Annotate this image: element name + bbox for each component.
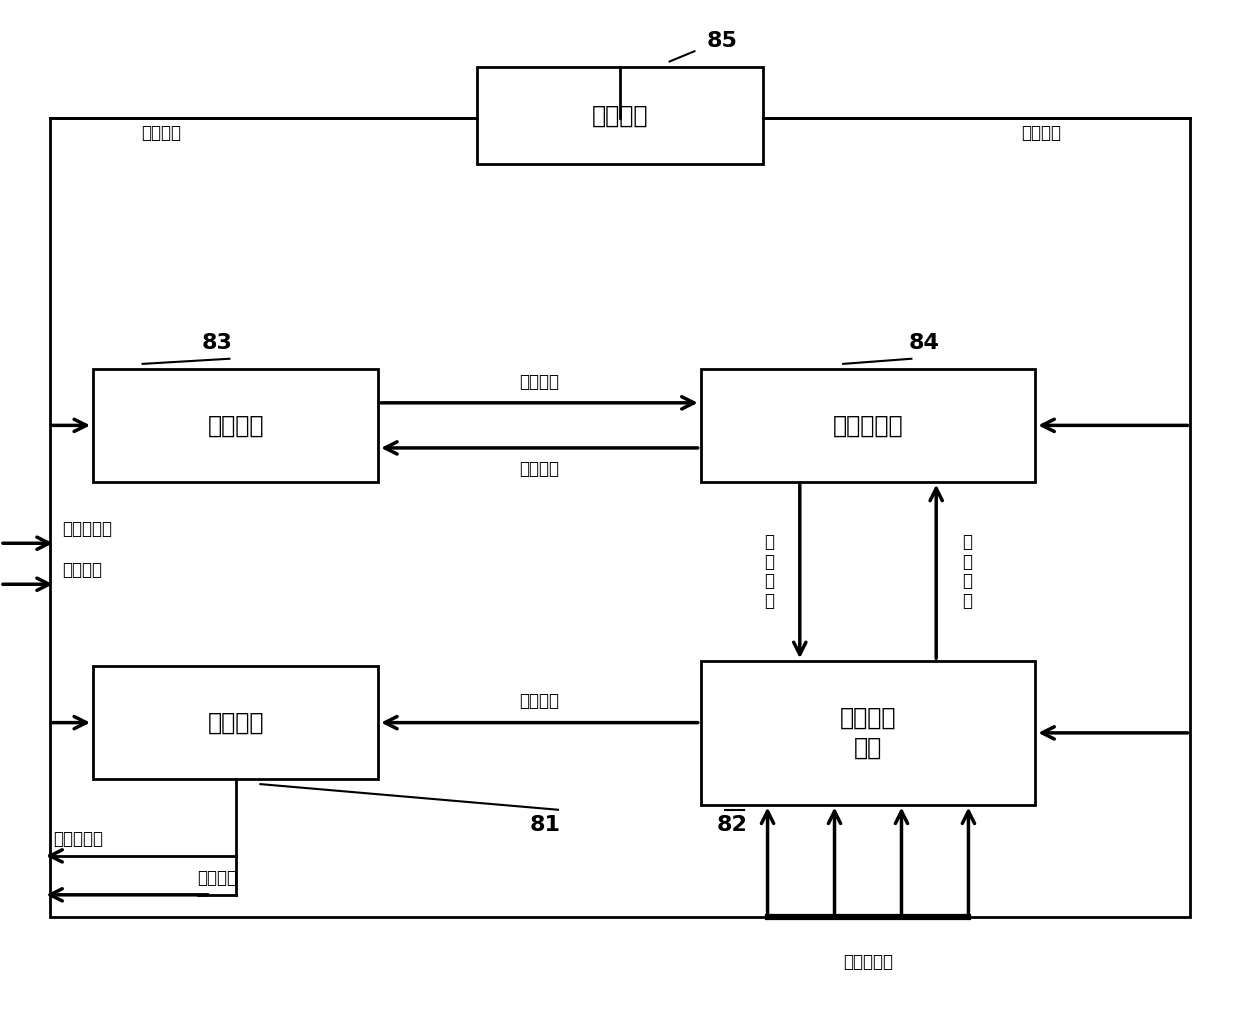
Bar — [93, 369, 378, 482]
Bar — [93, 666, 378, 779]
Text: 输入信息: 输入信息 — [520, 372, 559, 391]
Text: 温度调节器: 温度调节器 — [62, 520, 112, 538]
Text: 处理器模块: 处理器模块 — [833, 413, 903, 438]
Text: 控制信号: 控制信号 — [520, 692, 559, 710]
Text: 电源模块: 电源模块 — [591, 104, 649, 127]
Bar — [701, 661, 1035, 805]
Bar — [477, 67, 763, 164]
Text: 温度调节器: 温度调节器 — [53, 829, 103, 848]
Text: 散热风扇: 散热风扇 — [62, 561, 102, 579]
Bar — [50, 118, 1190, 917]
Text: 85: 85 — [707, 31, 738, 51]
Text: 84: 84 — [909, 333, 939, 354]
Text: 82: 82 — [717, 815, 746, 835]
Text: 界面模块: 界面模块 — [207, 413, 264, 438]
Text: 81: 81 — [531, 815, 560, 835]
Text: 83: 83 — [202, 333, 232, 354]
Text: 散热风扇: 散热风扇 — [197, 868, 237, 887]
Text: 温
控
信
号: 温 控 信 号 — [764, 533, 774, 610]
Text: 温控模块: 温控模块 — [207, 710, 264, 735]
Text: 温度传感器: 温度传感器 — [843, 953, 893, 972]
Text: 温
度
信
息: 温 度 信 息 — [962, 533, 972, 610]
Text: 供电网络: 供电网络 — [1022, 124, 1061, 142]
Text: 供电网络: 供电网络 — [141, 124, 181, 142]
Bar — [701, 369, 1035, 482]
Text: 信号调理
模块: 信号调理 模块 — [839, 706, 897, 760]
Text: 显示信息: 显示信息 — [520, 460, 559, 479]
